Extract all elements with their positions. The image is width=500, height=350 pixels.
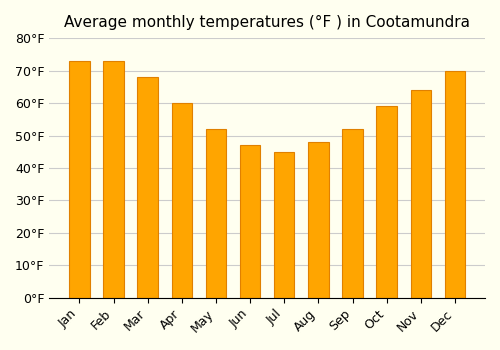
Title: Average monthly temperatures (°F ) in Cootamundra: Average monthly temperatures (°F ) in Co… — [64, 15, 470, 30]
Bar — [410, 90, 431, 298]
Bar — [274, 152, 294, 298]
Bar — [376, 106, 397, 298]
Bar — [206, 129, 226, 298]
Bar — [172, 103, 192, 298]
Bar — [342, 129, 363, 298]
Bar — [444, 71, 465, 298]
Bar — [69, 61, 89, 298]
Bar — [138, 77, 158, 298]
Bar — [240, 145, 260, 298]
Bar — [104, 61, 124, 298]
Bar — [308, 142, 328, 298]
